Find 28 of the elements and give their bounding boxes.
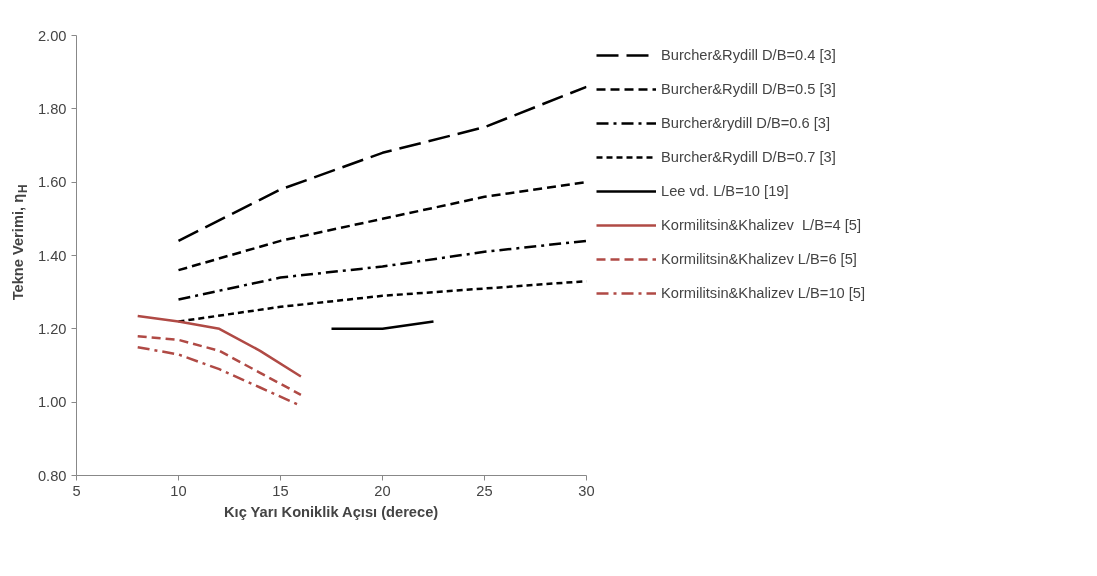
- legend-label: Burcher&Rydill D/B=0.7 [3]: [661, 149, 836, 165]
- line-series: [177, 180, 587, 272]
- x-tick-label: 30: [578, 482, 595, 499]
- y-tick-label: 1.60: [37, 174, 67, 191]
- y-tick-label: 2.00: [37, 27, 67, 44]
- line-series: [136, 314, 303, 378]
- y-tick-label: 1.20: [37, 320, 67, 337]
- legend-label: Burcher&Rydill D/B=0.5 [3]: [661, 81, 836, 97]
- legend-label: Kormilitsin&Khalizev L/B=4 [5]: [661, 217, 861, 233]
- line-series: [177, 85, 587, 243]
- legend-label: Kormilitsin&Khalizev L/B=10 [5]: [661, 285, 866, 301]
- y-axis-title: Tekne Verimi, ηH: [9, 184, 30, 301]
- legend-label: Burcher&Rydill D/B=0.4 [3]: [661, 47, 836, 63]
- x-axis-title: Kıç Yarı Koniklik Açısı (derece): [223, 503, 439, 520]
- x-tick-label: 5: [72, 482, 81, 499]
- y-tick-label: 1.40: [37, 247, 67, 264]
- line-series: [177, 239, 587, 301]
- line-series: [136, 334, 303, 397]
- y-tick-label: 1.00: [37, 394, 67, 411]
- x-tick-label: 10: [170, 482, 187, 499]
- x-tick-label: 20: [374, 482, 391, 499]
- y-tick-label: 0.80: [37, 467, 67, 484]
- legend-label: Lee vd. L/B=10 [19]: [661, 183, 789, 199]
- legend-label: Burcher&rydill D/B=0.6 [3]: [661, 115, 831, 131]
- x-tick-label: 25: [476, 482, 493, 499]
- y-tick-label: 1.80: [37, 100, 67, 117]
- x-tick-label: 15: [272, 482, 289, 499]
- legend-label: Kormilitsin&Khalizev L/B=6 [5]: [661, 251, 857, 267]
